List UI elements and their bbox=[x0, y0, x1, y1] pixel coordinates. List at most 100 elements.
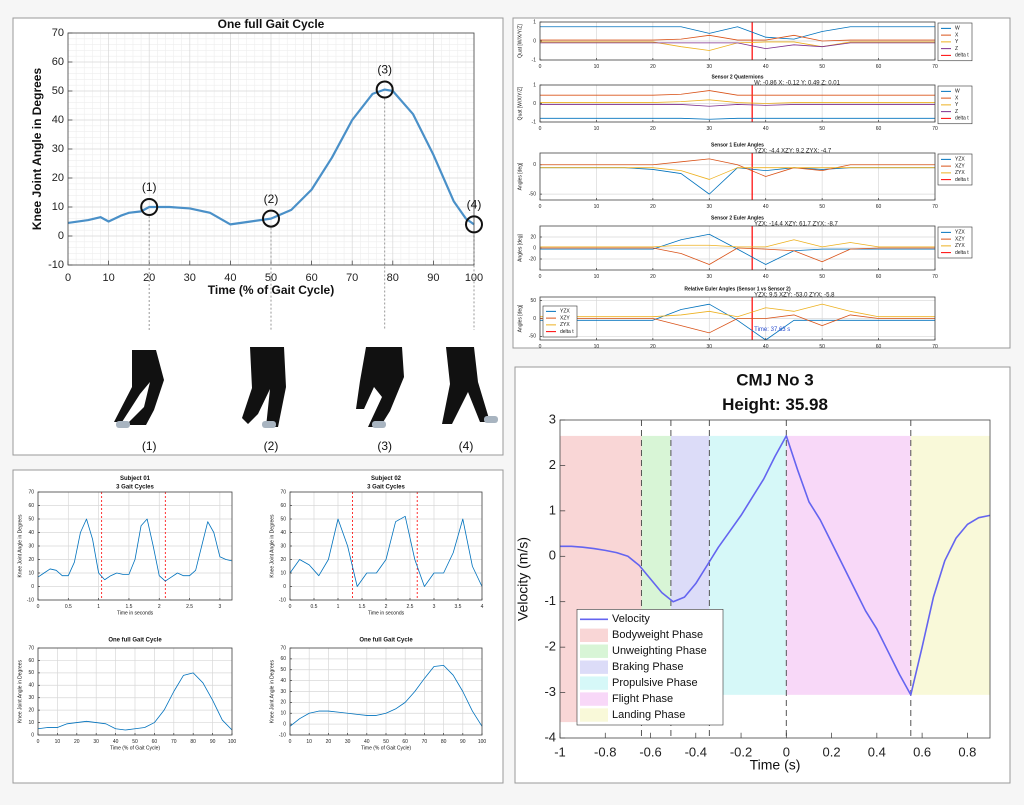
x-tick-label: 50 bbox=[383, 739, 389, 745]
legend-label: delta t bbox=[955, 250, 969, 256]
y-tick-label: 10 bbox=[52, 201, 64, 213]
x-tick-label: 60 bbox=[876, 64, 882, 70]
x-tick-label: 20 bbox=[650, 126, 656, 132]
x-tick-label: 1.5 bbox=[359, 604, 366, 610]
y-tick-label: 20 bbox=[280, 700, 286, 706]
data-line bbox=[540, 42, 935, 49]
x-tick-label: 80 bbox=[387, 272, 399, 284]
y-tick-label: -1 bbox=[532, 119, 537, 125]
y-axis-label: Angles [deg] bbox=[517, 233, 523, 261]
legend-label: XZY bbox=[955, 236, 965, 242]
x-tick-label: 0.8 bbox=[958, 745, 976, 760]
x-tick-label: 50 bbox=[819, 204, 825, 210]
annotation: YZX: -14.4 XZY: 61.7 ZYX: -8.7 bbox=[754, 222, 838, 228]
phase-region bbox=[786, 435, 911, 695]
legend-label: Y bbox=[955, 39, 959, 45]
x-tick-label: 70 bbox=[932, 204, 938, 210]
y-tick-label: 20 bbox=[28, 707, 34, 713]
x-tick-label: 30 bbox=[707, 274, 713, 280]
data-line bbox=[540, 314, 935, 334]
photo-label: (3) bbox=[377, 439, 392, 453]
x-tick-label: 3.5 bbox=[455, 604, 462, 610]
y-tick-label: 60 bbox=[280, 656, 286, 662]
data-line bbox=[540, 90, 935, 96]
y-tick-label: 20 bbox=[530, 234, 536, 240]
x-tick-label: -0.2 bbox=[730, 745, 752, 760]
y-tick-label: 70 bbox=[52, 27, 64, 39]
y-tick-label: -1 bbox=[532, 57, 537, 63]
legend-label: Bodyweight Phase bbox=[612, 629, 703, 641]
y-tick-label: -2 bbox=[544, 639, 556, 654]
data-line bbox=[289, 515, 483, 587]
legend-label: ZYX bbox=[955, 170, 965, 176]
x-tick-label: 30 bbox=[707, 204, 713, 210]
y-tick-label: -10 bbox=[279, 597, 286, 603]
y-tick-label: 0 bbox=[533, 245, 536, 251]
marker bbox=[465, 215, 483, 234]
y-tick-label: 40 bbox=[28, 530, 34, 536]
y-tick-label: 1 bbox=[549, 502, 556, 517]
legend-swatch bbox=[580, 628, 608, 642]
x-tick-label: 0.4 bbox=[868, 745, 886, 760]
annotation: W: -0.86 X: -0.12 Y: 0.49 Z: 0.01 bbox=[754, 81, 840, 87]
legend-label: Braking Phase bbox=[612, 661, 684, 673]
plot-frame bbox=[289, 491, 483, 601]
x-tick-label: 10 bbox=[594, 64, 600, 70]
x-tick-label: 20 bbox=[650, 344, 656, 350]
x-tick-label: 40 bbox=[763, 64, 769, 70]
x-tick-label: 10 bbox=[594, 204, 600, 210]
data-line bbox=[289, 665, 483, 727]
data-line bbox=[560, 435, 991, 696]
legend-swatch bbox=[580, 676, 608, 690]
plot-frame bbox=[539, 21, 936, 61]
plot-frame bbox=[559, 419, 991, 739]
x-tick-label: 90 bbox=[460, 739, 466, 745]
data-line bbox=[37, 518, 233, 582]
chart-title: Sensor 2 Euler Angles bbox=[711, 215, 764, 221]
x-tick-label: 50 bbox=[819, 64, 825, 70]
y-tick-label: 20 bbox=[28, 557, 34, 563]
data-line bbox=[540, 233, 935, 265]
chart-title: Relative Euler Angles (Sensor 1 vs Senso… bbox=[684, 286, 791, 292]
y-tick-label: -4 bbox=[544, 729, 556, 744]
x-tick-label: 0.2 bbox=[823, 745, 841, 760]
x-tick-label: 0.5 bbox=[65, 604, 72, 610]
shoe bbox=[372, 421, 386, 428]
x-tick-label: 60 bbox=[305, 272, 317, 284]
photo-legs bbox=[442, 347, 490, 424]
data-line bbox=[540, 303, 935, 318]
x-tick-label: 10 bbox=[55, 739, 61, 745]
y-tick-label: -20 bbox=[529, 256, 536, 262]
y-axis-label: Knee Joint Angle in Degrees bbox=[269, 659, 275, 723]
legend: Velocity Bodyweight Phase Unweighting Phas… bbox=[576, 609, 724, 726]
x-tick-label: -1 bbox=[554, 745, 566, 760]
x-tick-label: 60 bbox=[402, 739, 408, 745]
x-tick-label: 70 bbox=[346, 272, 358, 284]
x-tick-label: 40 bbox=[763, 274, 769, 280]
plot-area bbox=[540, 153, 935, 200]
x-tick-label: 80 bbox=[190, 739, 196, 745]
legend-label: W bbox=[955, 89, 960, 95]
y-tick-label: 0 bbox=[31, 732, 34, 738]
legend-label: YZX bbox=[955, 230, 965, 236]
x-tick-label: 0 bbox=[539, 344, 542, 350]
data-line bbox=[540, 158, 935, 177]
y-tick-label: 70 bbox=[28, 645, 34, 651]
x-tick-label: 10 bbox=[102, 272, 114, 284]
x-axis-label: Time (% of Gait Cycle) bbox=[110, 745, 160, 751]
y-tick-label: 10 bbox=[280, 570, 286, 576]
legend-label: delta t bbox=[560, 329, 574, 335]
photo-label: (4) bbox=[459, 439, 474, 453]
x-tick-label: 40 bbox=[224, 272, 236, 284]
data-line bbox=[540, 117, 935, 120]
walking-photos bbox=[114, 347, 490, 427]
legend-swatch bbox=[580, 708, 608, 722]
photo-label: (1) bbox=[142, 439, 157, 453]
data-line bbox=[540, 104, 935, 107]
x-tick-label: 70 bbox=[171, 739, 177, 745]
plot-frame bbox=[289, 647, 483, 736]
chart-title: Subject 01 bbox=[120, 476, 151, 482]
y-axis-label: Angles [deg] bbox=[517, 162, 523, 190]
data-line bbox=[540, 239, 935, 248]
